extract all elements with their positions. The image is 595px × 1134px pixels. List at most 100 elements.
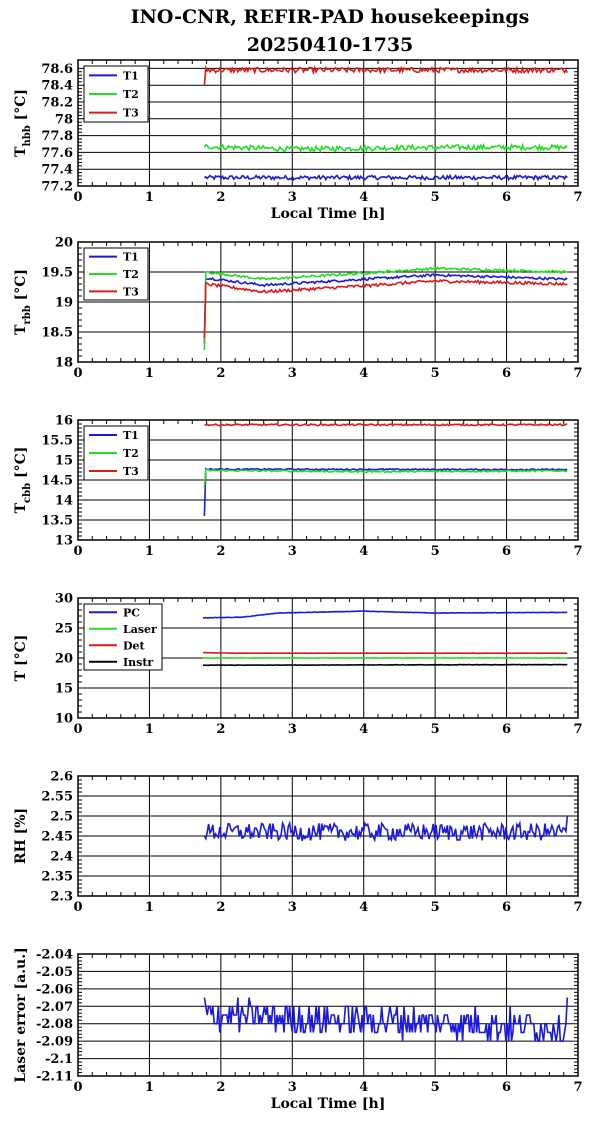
series-line-det [202, 651, 568, 655]
y-axis-label-sub: rbb [22, 305, 33, 324]
x-tick-label: 5 [431, 900, 440, 915]
legend-label: T3 [123, 107, 139, 120]
x-tick-label: 0 [73, 190, 82, 205]
y-tick-label: 16 [55, 414, 73, 429]
legend: T1 T2 T3 [83, 65, 149, 123]
y-axis-label-unit: [°C] [13, 269, 29, 305]
y-tick-label: 2.35 [41, 870, 73, 885]
x-tick-label: 7 [573, 366, 582, 381]
x-tick-label: 4 [359, 722, 368, 737]
x-tick-label: 7 [573, 1080, 582, 1095]
x-tick-label: 3 [288, 190, 297, 205]
x-tick-label: 1 [145, 544, 154, 559]
y-tick-label: 78.2 [41, 96, 73, 111]
y-tick-label: 78 [55, 112, 73, 127]
x-tick-label: 7 [573, 900, 582, 915]
series-line-t1 [204, 173, 568, 182]
x-tick-label: 2 [216, 366, 225, 381]
y-tick-label: 15 [55, 454, 73, 469]
y-tick-label: -2.05 [36, 965, 73, 980]
x-tick-label: 6 [502, 544, 511, 559]
y-tick-label: 18.5 [41, 326, 73, 341]
y-axis-label-unit: [°C] [13, 447, 29, 483]
x-tick-label: 4 [359, 190, 368, 205]
y-tick-label: 13.5 [41, 514, 73, 529]
y-axis-label: Trbb [°C] [13, 269, 33, 335]
x-tick-label: 0 [73, 544, 82, 559]
plot-frame [77, 59, 579, 187]
y-tick-label: 2.5 [50, 810, 73, 825]
y-tick-label: 77.4 [41, 163, 73, 178]
x-tick-label: 4 [359, 366, 368, 381]
x-axis-label: Local Time [h] [271, 206, 386, 222]
legend-label: Instr [123, 656, 153, 669]
series-line-data [203, 815, 569, 843]
series-line-t1 [203, 272, 568, 345]
y-axis-label-main: T [13, 502, 29, 513]
y-tick-label: 13 [55, 534, 73, 549]
x-tick-label: 3 [288, 544, 297, 559]
legend: T1 T2 T3 [83, 247, 149, 301]
y-tick-label: -2.1 [45, 1052, 73, 1067]
legend: T1 T2 T3 [83, 425, 149, 481]
x-tick-label: 5 [431, 1080, 440, 1095]
x-tick-label: 1 [145, 900, 154, 915]
x-tick-label: 5 [431, 190, 440, 205]
plot-frame [77, 241, 579, 363]
x-tick-label: 6 [502, 1080, 511, 1095]
x-tick-label: 0 [73, 1080, 82, 1095]
x-tick-label: 4 [359, 544, 368, 559]
y-tick-label: 2.6 [50, 770, 73, 785]
panel-3: 13 13.5 14 14.5 15 15.5 16 0 1 2 3 4 5 6 7 T1 T2 T3 Tcbb [… [13, 414, 583, 560]
series-line-pc [202, 610, 568, 619]
x-tick-label: 6 [502, 190, 511, 205]
x-tick-label: 5 [431, 722, 440, 737]
x-tick-label: 2 [216, 544, 225, 559]
y-tick-label: 30 [55, 592, 73, 607]
y-axis-label: RH [%] [13, 808, 29, 864]
x-tick-label: 3 [288, 1080, 297, 1095]
x-tick-label: 6 [502, 900, 511, 915]
x-tick-label: 1 [145, 1080, 154, 1095]
series-line-t3 [203, 278, 568, 339]
legend-label: T2 [123, 447, 139, 460]
panel-6: -2.11 -2.1 -2.09 -2.08 -2.07 -2.06 -2.05 -2.04 0… [13, 947, 583, 1112]
x-tick-label: 7 [573, 544, 582, 559]
y-tick-label: 15 [55, 682, 73, 697]
x-tick-label: 5 [431, 544, 440, 559]
y-axis-label: Laser error [a.u.] [13, 947, 29, 1082]
x-tick-label: 2 [216, 190, 225, 205]
x-tick-label: 4 [359, 1080, 368, 1095]
panel-5: 2.3 2.35 2.4 2.45 2.5 2.55 2.6 0 1 2 3 4 5 6 7 RH [%] [13, 770, 583, 916]
y-axis-label-sub: hbb [22, 125, 33, 146]
y-axis-label-unit: [°C] [13, 89, 29, 125]
figure-title-line1: INO-CNR, REFIR-PAD housekeepings [131, 6, 530, 28]
y-tick-label: 77.8 [41, 129, 73, 144]
legend-label: T1 [123, 429, 139, 442]
x-tick-label: 2 [216, 900, 225, 915]
y-axis-label-sub: cbb [22, 483, 33, 503]
y-tick-label: 2.55 [41, 790, 73, 805]
legend-label: T2 [123, 268, 139, 281]
legend-label: Det [123, 639, 146, 652]
series-line-t2 [203, 468, 568, 489]
plot-frame [77, 597, 579, 719]
legend-label: T3 [123, 465, 139, 478]
y-tick-label: 20 [55, 652, 73, 667]
legend-label: Laser [123, 623, 157, 636]
y-tick-label: -2.04 [36, 948, 73, 963]
y-axis-label-main: T [13, 324, 29, 335]
series-line-t3 [204, 422, 568, 427]
y-tick-label: -2.08 [36, 1017, 73, 1032]
y-axis-label: T [°C] [13, 635, 29, 682]
y-axis-label: Thbb [°C] [13, 89, 33, 157]
y-tick-label: 77.6 [41, 146, 73, 161]
x-tick-label: 4 [359, 900, 368, 915]
y-tick-label: -2.09 [36, 1035, 73, 1050]
y-axis-label-main: T [°C] [13, 635, 29, 682]
series-line-instr [203, 663, 568, 667]
y-tick-label: 2.45 [41, 830, 73, 845]
plot-frame [77, 419, 579, 541]
